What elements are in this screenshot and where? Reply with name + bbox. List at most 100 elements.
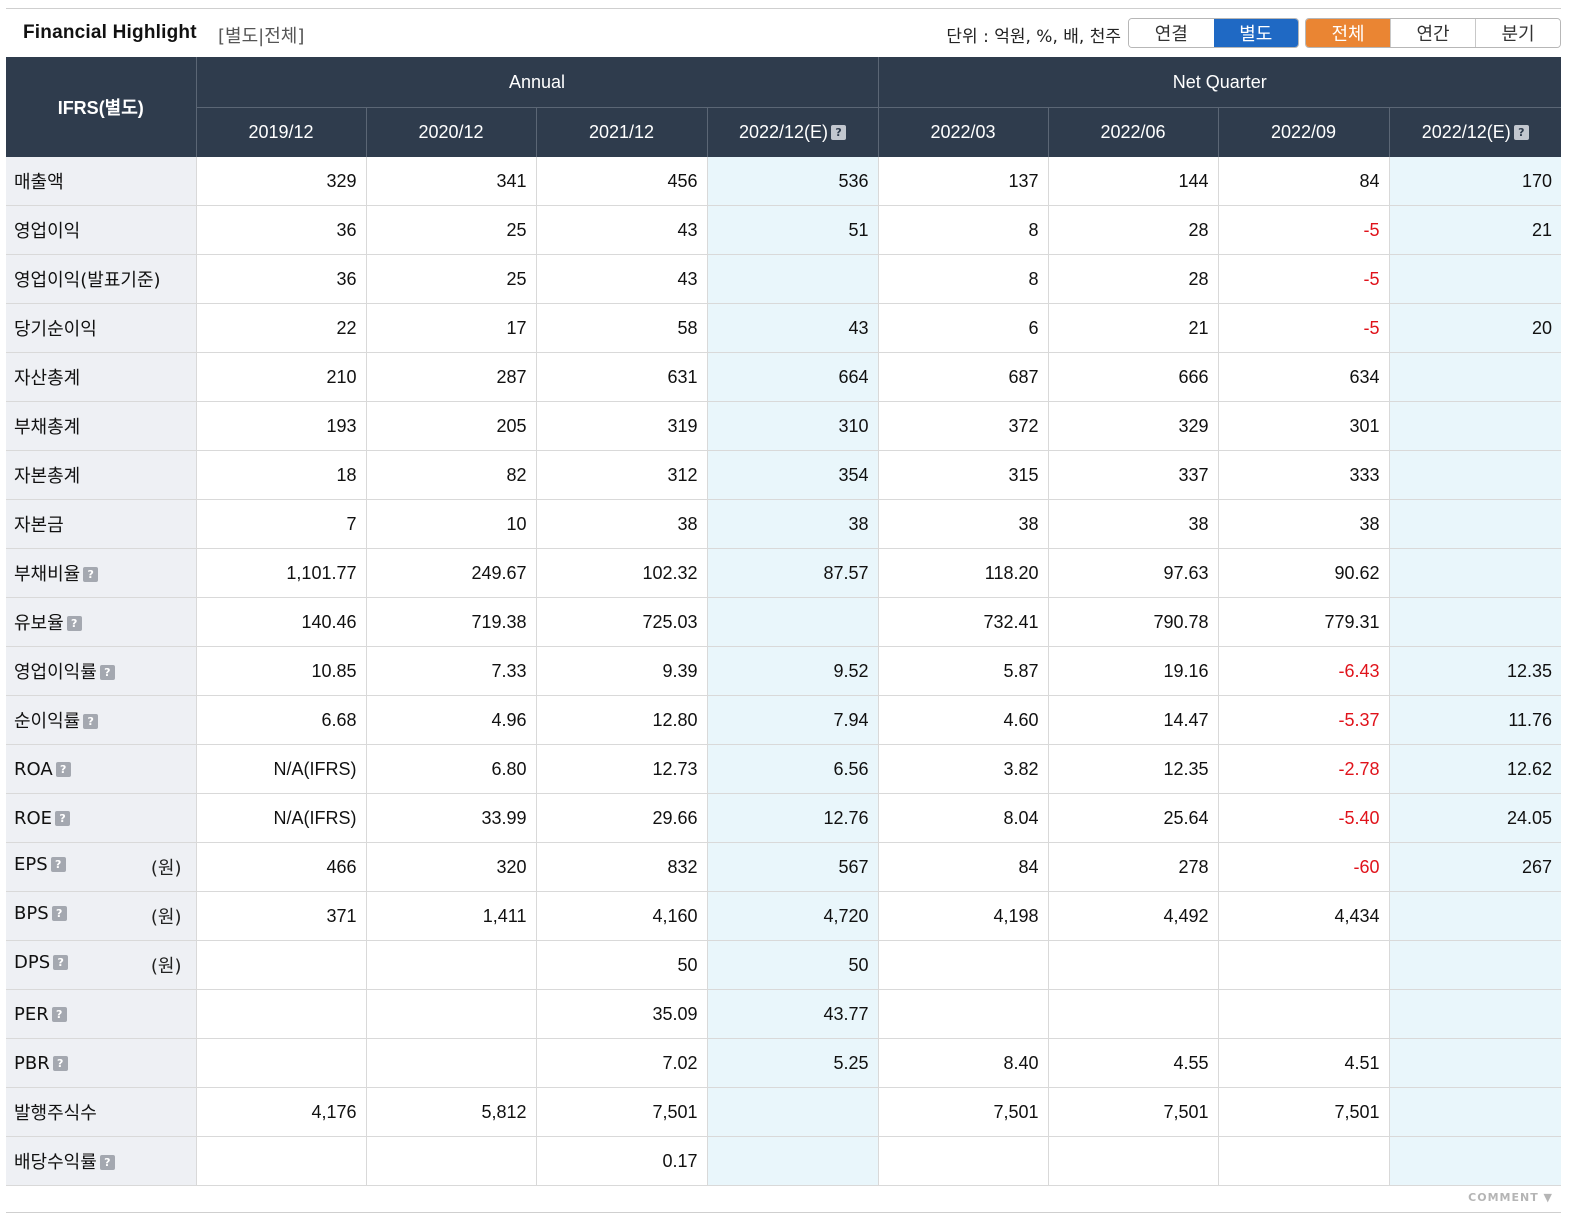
table-cell: 6: [877, 303, 1048, 353]
table-cell: 7,501: [1217, 1087, 1389, 1137]
column-header-2: 2021/12: [535, 107, 707, 157]
row-label-cell: 당기순이익: [6, 303, 196, 353]
help-icon[interactable]: ?: [51, 906, 67, 921]
help-icon[interactable]: ?: [83, 567, 99, 582]
period-button-quarter[interactable]: 분기: [1475, 19, 1560, 47]
help-icon[interactable]: ?: [55, 761, 71, 777]
table-cell: 7,501: [877, 1087, 1048, 1137]
table-cell: 21: [1388, 205, 1562, 255]
quarter-group-header: Net Quarter: [877, 57, 1562, 108]
table-row: 발행주식수 4,176 5,812 7,501 7,501 7,501 7,501: [6, 1087, 1562, 1137]
row-label-cell: 자본금: [6, 499, 196, 549]
table-cell: 170: [1388, 157, 1562, 206]
row-label: PBR: [14, 1052, 50, 1074]
help-icon[interactable]: ?: [66, 616, 82, 631]
table-cell: 7,501: [535, 1087, 707, 1137]
table-cell: 12.80: [535, 695, 707, 745]
help-icon[interactable]: ?: [53, 955, 69, 970]
column-header-3: 2022/12(E)?: [706, 107, 878, 157]
table-row: ROE? N/A(IFRS) 33.99 29.66 12.76 8.04 25.64 -5.…: [6, 793, 1562, 843]
table-cell: 144: [1047, 157, 1218, 206]
row-label-cell: PER?: [6, 989, 196, 1039]
table-row: 부채총계 193 205 319 310 372 329 301: [6, 401, 1562, 451]
table-cell: [195, 940, 366, 990]
row-label: 배당수익률: [14, 1152, 97, 1173]
help-icon[interactable]: ?: [83, 714, 99, 729]
table-cell: 3.82: [877, 744, 1048, 794]
table-cell: 12.35: [1388, 646, 1562, 696]
table-cell: 8: [877, 254, 1048, 304]
table-cell: [877, 1136, 1048, 1186]
help-icon[interactable]: ?: [55, 810, 71, 826]
table-cell: 18: [195, 450, 366, 500]
table-cell: [706, 254, 878, 304]
annual-group-header: Annual: [195, 57, 878, 108]
scope-button-separate[interactable]: 별도: [1213, 19, 1298, 47]
table-cell: [1047, 989, 1218, 1039]
column-header-1: 2020/12: [365, 107, 536, 157]
table-cell: 50: [706, 940, 878, 990]
table-cell: 333: [1217, 450, 1389, 500]
table-cell: 38: [877, 499, 1048, 549]
table-cell: 4,492: [1047, 891, 1218, 941]
table-cell: 567: [706, 842, 878, 892]
table-cell: [706, 1087, 878, 1137]
table-row: 순이익률? 6.68 4.96 12.80 7.94 4.60 14.47 -5.37 11.7…: [6, 695, 1562, 745]
row-label: 영업이익(발표기준): [14, 270, 161, 291]
row-label-cell: 부채총계: [6, 401, 196, 451]
table-cell: 7,501: [1047, 1087, 1218, 1137]
table-cell: 4,434: [1217, 891, 1389, 941]
table-cell: 7.02: [535, 1038, 707, 1088]
column-header-7: 2022/12(E)?: [1388, 107, 1562, 157]
table-cell: 354: [706, 450, 878, 500]
period-button-annual[interactable]: 연간: [1390, 19, 1475, 47]
comment-toggle[interactable]: COMMENT ▼: [1468, 1191, 1553, 1204]
period-button-all[interactable]: 전체: [1306, 19, 1390, 47]
row-label: 영업이익: [14, 221, 81, 242]
table-cell: [1388, 401, 1562, 451]
help-icon[interactable]: ?: [831, 125, 847, 140]
row-label-cell: DPS? (원): [6, 940, 196, 990]
table-cell: [877, 940, 1048, 990]
table-cell: 4,176: [195, 1087, 366, 1137]
table-cell: [1217, 989, 1389, 1039]
table-cell: 205: [365, 401, 536, 451]
table-cell: 9.52: [706, 646, 878, 696]
table-cell: -6.43: [1217, 646, 1389, 696]
table-cell: 6.68: [195, 695, 366, 745]
row-label: PER: [14, 1003, 49, 1025]
table-cell: 14.47: [1047, 695, 1218, 745]
table-row: BPS? (원) 371 1,411 4,160 4,720 4,198 4,492 4,434: [6, 891, 1562, 941]
table-cell: 210: [195, 352, 366, 402]
row-label-cell: 매출액: [6, 157, 196, 206]
row-label-cell: 자본총계: [6, 450, 196, 500]
table-row: 자산총계 210 287 631 664 687 666 634: [6, 352, 1562, 402]
table-cell: 17: [365, 303, 536, 353]
row-label: 자산총계: [14, 368, 81, 389]
table-cell: 320: [365, 842, 536, 892]
table-cell: 118.20: [877, 548, 1048, 598]
scope-toggle: 연결 별도: [1128, 18, 1299, 48]
table-cell: N/A(IFRS): [195, 744, 366, 794]
help-icon[interactable]: ?: [50, 857, 66, 872]
column-header-label: 2022/06: [1100, 122, 1166, 142]
row-label-cell: PBR?: [6, 1038, 196, 1088]
help-icon[interactable]: ?: [51, 1006, 67, 1022]
scope-button-consolidated[interactable]: 연결: [1129, 19, 1214, 47]
table-cell: 631: [535, 352, 707, 402]
help-icon[interactable]: ?: [1513, 125, 1529, 140]
table-cell: 33.99: [365, 793, 536, 843]
table-cell: 51: [706, 205, 878, 255]
help-icon[interactable]: ?: [99, 1155, 115, 1170]
table-cell: 36: [195, 254, 366, 304]
table-cell: 28: [1047, 254, 1218, 304]
row-unit: (원): [150, 907, 182, 928]
help-icon[interactable]: ?: [52, 1055, 68, 1071]
help-icon[interactable]: ?: [99, 665, 115, 680]
table-cell: [1388, 1136, 1562, 1186]
table-cell: 536: [706, 157, 878, 206]
table-cell: [1047, 1136, 1218, 1186]
table-cell: 779.31: [1217, 597, 1389, 647]
column-header-label: 2022/03: [930, 122, 996, 142]
table-row: 영업이익률? 10.85 7.33 9.39 9.52 5.87 19.16 -6.43 12.…: [6, 646, 1562, 696]
